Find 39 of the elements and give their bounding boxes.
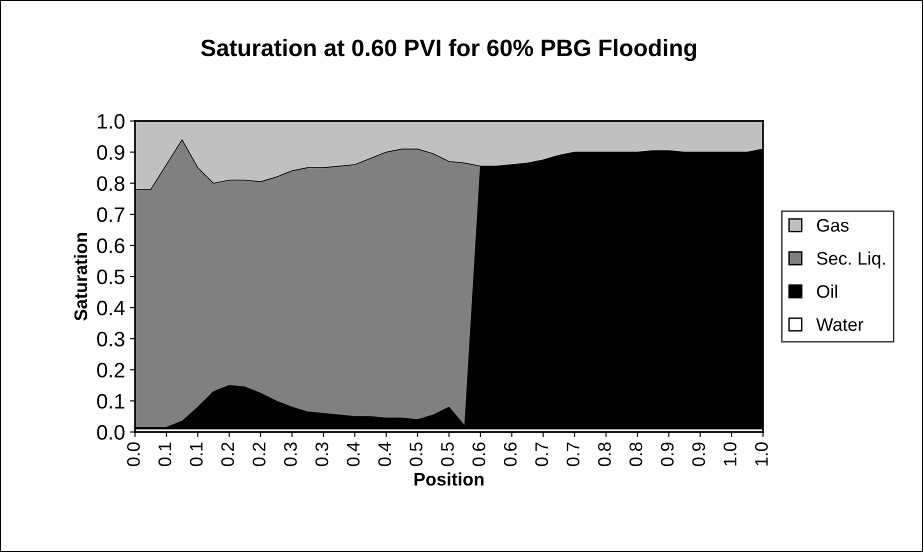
x-tick-label: 0.5 [410,442,422,466]
chart-title: Saturation at 0.60 PVI for 60% PBG Flooding [201,38,696,62]
x-tick-label: 0.5 [441,442,454,466]
x-tick-label: 0.1 [158,442,172,466]
y-tick-label: 0.5 [97,270,124,284]
y-tick-label: 0.1 [97,394,124,409]
x-tick-label: 0.7 [535,442,548,466]
x-tick-label: 0.2 [252,442,266,466]
x-tick-label: 0.1 [190,442,203,466]
x-axis-title: Position [414,472,484,486]
y-tick-label: 0.0 [97,425,124,440]
y-tick-label: 0.2 [97,362,124,378]
y-tick-label: 0.8 [97,176,124,191]
x-tick-label: 0.0 [127,442,140,466]
x-tick-label: 0.3 [315,442,328,466]
x-tick-label: 0.9 [660,442,674,466]
x-tick-label: 0.4 [378,442,392,466]
x-tick-label: 0.7 [566,442,580,466]
legend-label: Oil [817,284,838,298]
x-tick-label: 0.9 [692,442,706,466]
y-tick-label: 1.0 [98,114,124,129]
x-tick-label: 0.8 [629,442,642,466]
y-axis-title: Saturation [74,232,88,321]
y-tick-label: 0.7 [97,207,124,222]
x-tick-label: 0.4 [346,442,360,466]
y-tick-label: 0.9 [97,145,124,160]
y-tick-label: 0.6 [97,238,124,254]
x-tick-label: 0.6 [504,442,517,466]
x-tick-label: 0.6 [472,442,486,466]
x-tick-label: 0.2 [221,442,234,466]
y-tick-label: 0.3 [97,332,124,346]
legend-label: Water [816,318,864,331]
legend-label: Sec. Liq. [816,252,885,268]
x-tick-label: 0.3 [284,442,297,466]
y-tick-label: 0.4 [97,300,125,316]
legend-label: Gas [817,218,849,232]
x-tick-label: 0.8 [598,442,611,466]
x-tick-label: 1.0 [724,442,736,466]
x-tick-label: 1.0 [755,442,768,466]
